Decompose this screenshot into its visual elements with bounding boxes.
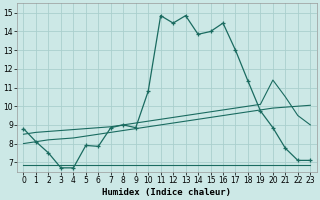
X-axis label: Humidex (Indice chaleur): Humidex (Indice chaleur)	[102, 188, 231, 197]
